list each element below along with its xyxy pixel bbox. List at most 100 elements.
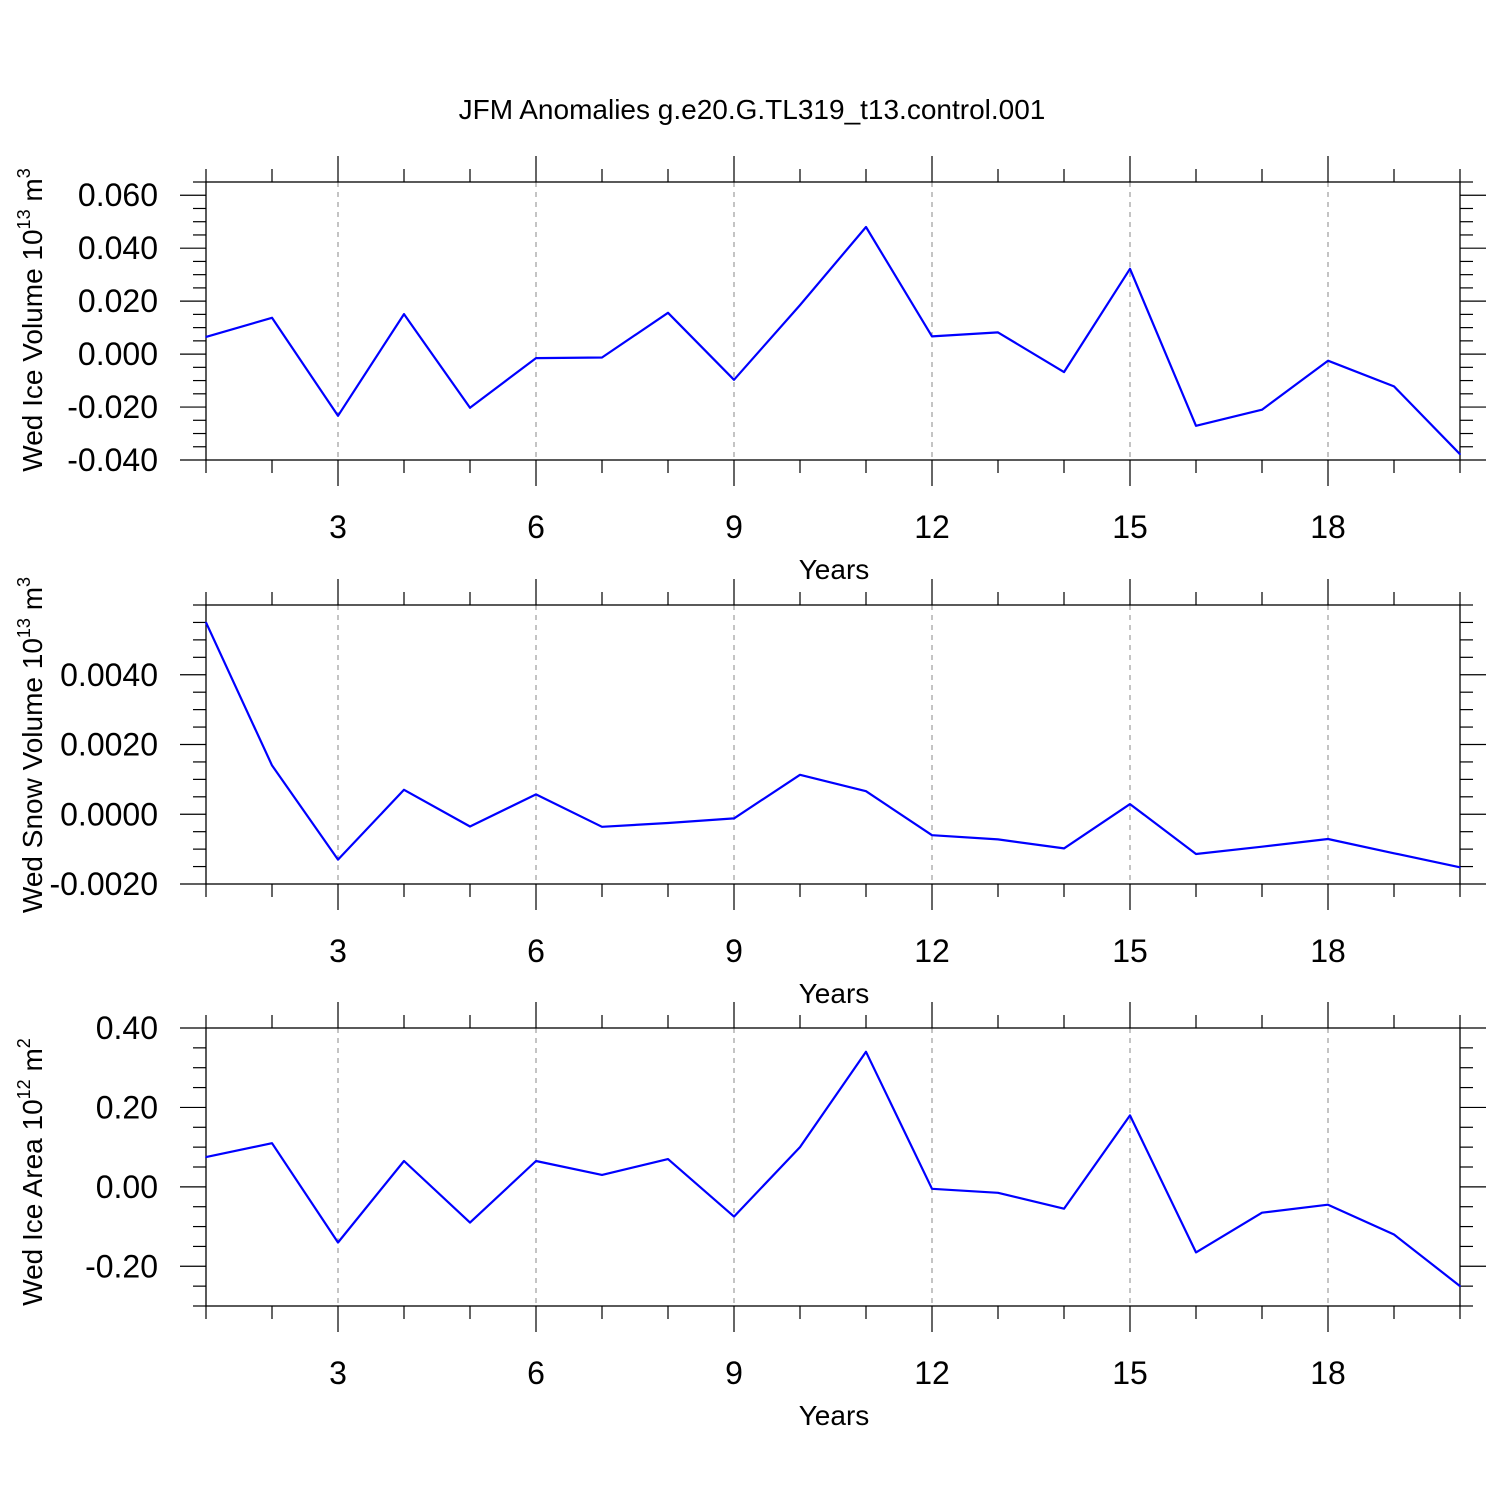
data-point bbox=[799, 1146, 801, 1148]
x-tick-label: 12 bbox=[914, 933, 950, 969]
y-axis-title-superscript: 13 bbox=[14, 618, 34, 638]
data-point bbox=[733, 1215, 735, 1218]
y-tick-label: 0.020 bbox=[78, 283, 158, 319]
y-tick-label: 0.000 bbox=[78, 336, 158, 372]
plot-frame bbox=[205, 181, 1461, 461]
data-point bbox=[1063, 371, 1065, 373]
x-tick-label: 3 bbox=[329, 933, 347, 969]
data-point bbox=[1327, 359, 1329, 362]
y-axis-title-superscript: 2 bbox=[14, 1038, 34, 1048]
data-point bbox=[997, 331, 999, 334]
x-tick-label: 6 bbox=[527, 1355, 545, 1391]
data-point bbox=[1129, 803, 1131, 805]
x-tick-label: 12 bbox=[914, 509, 950, 545]
data-point bbox=[1393, 852, 1395, 855]
data-point bbox=[667, 822, 669, 824]
chart-panel-1: -0.040 -0.020 0.000 0.020 0.040 0.060 3 6 9 12 15 1… bbox=[14, 156, 1486, 585]
chart-title: JFM Anomalies g.e20.G.TL319_t13.control.… bbox=[459, 94, 1046, 125]
data-point bbox=[1459, 866, 1461, 869]
data-point bbox=[1459, 453, 1461, 455]
y-tick-label: 0.20 bbox=[96, 1089, 158, 1125]
data-point bbox=[931, 1188, 933, 1190]
data-point bbox=[1261, 1211, 1263, 1214]
y-axis-title-text: Wed Ice Area 10 bbox=[17, 1099, 48, 1306]
data-point bbox=[667, 311, 669, 314]
x-tick-label: 15 bbox=[1112, 1355, 1148, 1391]
y-tick-label: 0.00 bbox=[96, 1169, 158, 1205]
series-line bbox=[205, 225, 1461, 455]
data-point bbox=[997, 838, 999, 841]
y-tick-label: 0.0040 bbox=[60, 657, 158, 693]
series-line bbox=[205, 621, 1461, 869]
data-point bbox=[337, 858, 339, 861]
x-tick-label: 6 bbox=[527, 509, 545, 545]
data-point bbox=[403, 789, 405, 791]
data-point bbox=[1261, 408, 1263, 411]
data-point bbox=[601, 1174, 603, 1176]
data-point bbox=[865, 790, 867, 793]
data-point bbox=[205, 621, 207, 624]
data-point bbox=[865, 226, 867, 228]
chart-panel-3: -0.20 0.00 0.20 0.40 3 6 9 12 15 18 Years Wed Ice A… bbox=[14, 1002, 1486, 1431]
x-tick-label: 9 bbox=[725, 509, 743, 545]
data-point bbox=[1393, 385, 1395, 388]
data-point bbox=[733, 378, 735, 381]
x-axis-title: Years bbox=[799, 554, 870, 585]
plot-frame bbox=[205, 1027, 1461, 1307]
y-tick-label: 0.0020 bbox=[60, 727, 158, 763]
data-point bbox=[535, 1160, 537, 1162]
data-point bbox=[535, 793, 537, 796]
y-tick-label: -0.020 bbox=[67, 389, 158, 425]
data-point bbox=[403, 313, 405, 315]
data-point bbox=[931, 834, 933, 836]
data-point bbox=[1261, 845, 1263, 848]
data-point bbox=[865, 1051, 867, 1053]
data-point bbox=[1063, 847, 1065, 850]
data-point bbox=[469, 407, 471, 409]
data-point bbox=[1129, 1114, 1131, 1117]
data-point bbox=[1327, 838, 1329, 840]
data-point bbox=[271, 317, 273, 319]
x-tick-label: 6 bbox=[527, 933, 545, 969]
x-tick-label: 15 bbox=[1112, 933, 1148, 969]
y-axis-title: Wed Snow Volume 1013 m3 bbox=[14, 577, 48, 913]
data-point bbox=[337, 1241, 339, 1244]
y-axis-title-text: Wed Snow Volume 10 bbox=[17, 638, 48, 913]
x-tick-label: 15 bbox=[1112, 509, 1148, 545]
data-point bbox=[1195, 1251, 1197, 1254]
plot-frame bbox=[205, 604, 1461, 885]
data-point bbox=[1327, 1203, 1329, 1206]
data-point bbox=[733, 817, 735, 820]
y-axis-title: Wed Ice Volume 1013 m3 bbox=[14, 168, 48, 471]
data-point bbox=[1393, 1233, 1395, 1236]
data-point bbox=[931, 335, 933, 338]
data-point bbox=[337, 414, 339, 417]
data-point bbox=[1195, 425, 1197, 427]
y-axis-title-superscript: 12 bbox=[14, 1079, 34, 1099]
data-point bbox=[667, 1158, 669, 1160]
data-point bbox=[1195, 853, 1197, 855]
y-tick-label: -0.0020 bbox=[49, 866, 158, 902]
series-line bbox=[205, 1050, 1461, 1287]
data-point bbox=[1063, 1207, 1065, 1210]
data-point bbox=[535, 357, 537, 359]
y-axis-title-superscript: 3 bbox=[14, 168, 34, 178]
y-axis-title-text: m bbox=[17, 587, 48, 618]
data-point bbox=[469, 825, 471, 828]
data-point bbox=[997, 1192, 999, 1194]
y-axis-title-superscript: 13 bbox=[14, 209, 34, 229]
x-tick-label: 18 bbox=[1310, 509, 1346, 545]
y-tick-label: -0.20 bbox=[85, 1248, 158, 1284]
data-point bbox=[271, 764, 273, 767]
y-tick-label: 0.0000 bbox=[60, 796, 158, 832]
x-tick-label: 12 bbox=[914, 1355, 950, 1391]
x-axis-title: Years bbox=[799, 978, 870, 1009]
y-tick-label: 0.060 bbox=[78, 177, 158, 213]
x-tick-label: 9 bbox=[725, 933, 743, 969]
y-axis-title-text: Wed Ice Volume 10 bbox=[17, 229, 48, 471]
x-tick-label: 18 bbox=[1310, 933, 1346, 969]
data-point bbox=[601, 356, 603, 359]
y-tick-label: 0.40 bbox=[96, 1010, 158, 1046]
y-tick-label: -0.040 bbox=[67, 442, 158, 478]
